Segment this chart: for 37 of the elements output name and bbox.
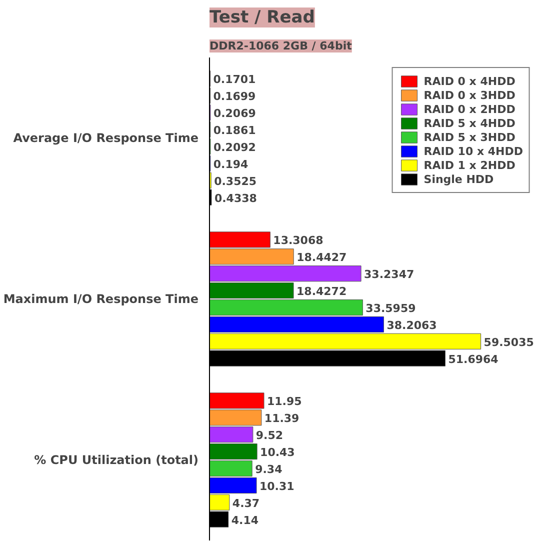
data-label: 9.52 — [256, 429, 284, 442]
legend-label: RAID 0 x 3HDD — [424, 88, 516, 102]
legend-label: RAID 0 x 2HDD — [424, 102, 516, 116]
data-label: 11.95 — [266, 395, 302, 408]
data-label: 9.34 — [255, 462, 283, 476]
data-label: 0.1701 — [213, 73, 256, 86]
chart-subtitle: DDR2-1066 2GB / 64bit — [210, 40, 352, 52]
y-tick-label: % CPU Utilization (total) — [34, 453, 199, 467]
legend-label: RAID 0 x 4HDD — [424, 74, 516, 88]
data-label: 13.3068 — [273, 234, 324, 248]
legend-label: RAID 5 x 4HDD — [424, 116, 516, 130]
data-label: 33.5959 — [366, 302, 416, 315]
y-tick-label: Average I/O Response Time — [13, 131, 199, 145]
data-label: 10.43 — [260, 446, 295, 460]
data-label: 59.5035 — [484, 336, 534, 349]
data-label: 4.37 — [232, 496, 260, 510]
data-label: 0.2092 — [213, 140, 256, 154]
legend-label: Single HDD — [424, 172, 494, 186]
data-label: 33.2347 — [364, 268, 414, 282]
legend-label: RAID 5 x 3HDD — [424, 130, 516, 144]
data-label: 51.6964 — [448, 352, 499, 366]
legend-label: RAID 1 x 2HDD — [424, 158, 516, 172]
data-label: 11.39 — [264, 412, 300, 426]
data-label: 18.4272 — [296, 285, 347, 298]
data-label: 0.2069 — [213, 107, 256, 120]
data-label: 0.4338 — [214, 192, 257, 205]
data-label: 0.194 — [213, 158, 249, 171]
legend-label: RAID 10 x 4HDD — [424, 144, 523, 158]
data-label: 0.3525 — [214, 174, 257, 188]
data-label: 0.1699 — [213, 90, 256, 104]
chart-title: Test / Read — [210, 8, 315, 28]
data-label: 38.2063 — [386, 318, 437, 332]
data-label: 4.14 — [231, 514, 259, 527]
data-label: 0.1861 — [213, 124, 256, 138]
data-label: 10.31 — [260, 480, 294, 493]
data-label: 18.4427 — [296, 251, 347, 264]
y-tick-label: Maximum I/O Response Time — [3, 292, 199, 306]
